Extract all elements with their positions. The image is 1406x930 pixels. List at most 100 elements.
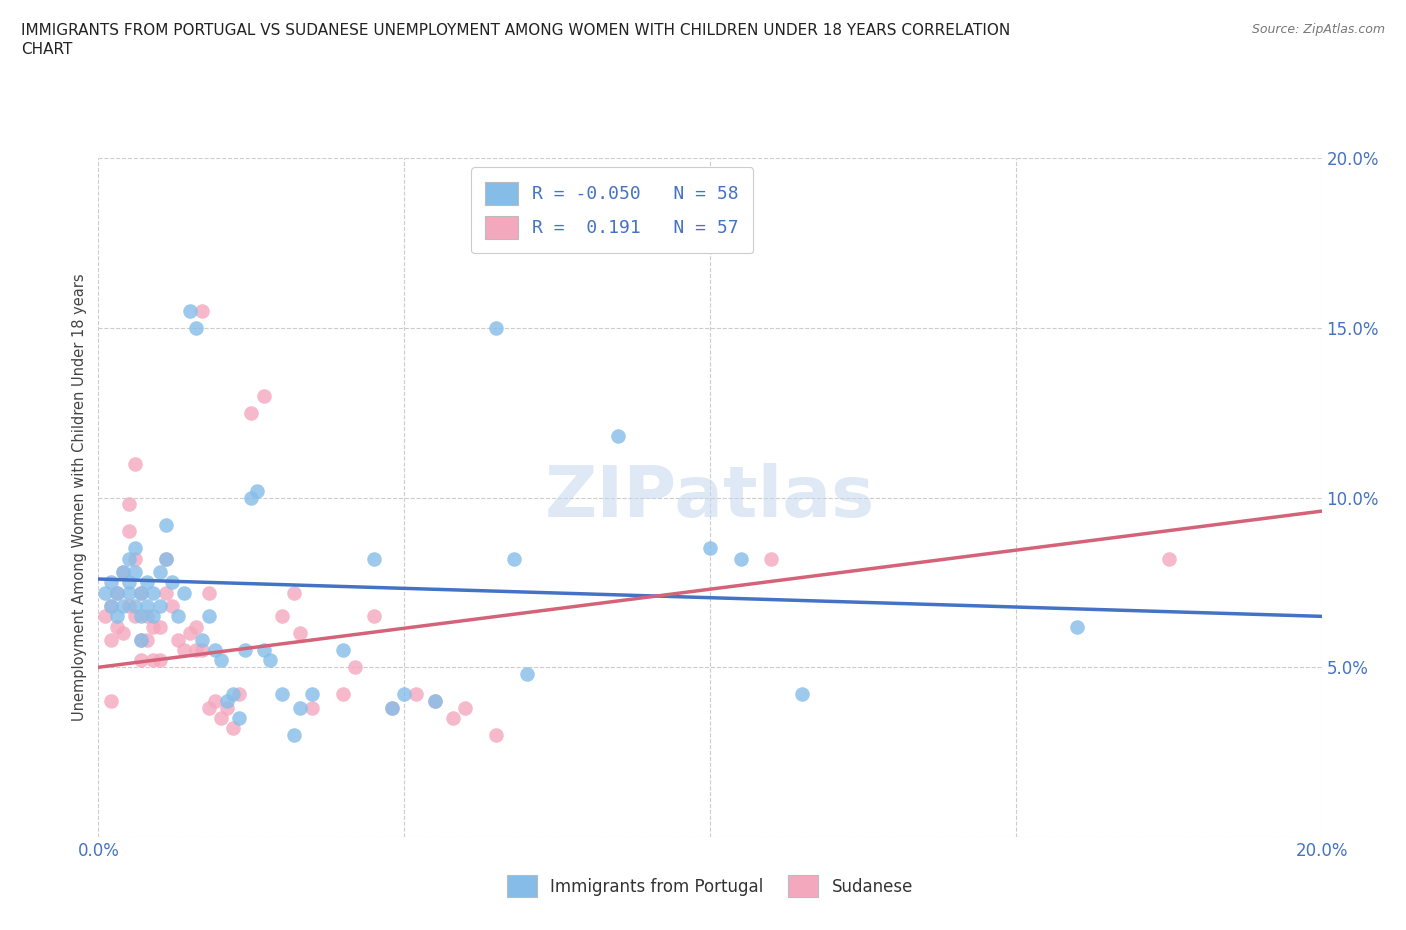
Point (516, 667, 538, 682)
Text: Source: ZipAtlas.com: Source: ZipAtlas.com (1251, 23, 1385, 36)
Point (363, 609, 385, 624)
Point (222, 687, 245, 702)
Point (93, 585, 115, 600)
Point (790, 687, 813, 702)
Point (124, 599, 146, 614)
Point (215, 700, 238, 715)
Point (270, 609, 292, 624)
Point (405, 687, 427, 702)
Point (136, 599, 159, 614)
Point (118, 585, 141, 600)
Point (111, 626, 134, 641)
Point (160, 599, 183, 614)
Point (270, 687, 292, 702)
Point (423, 694, 446, 709)
Point (111, 599, 134, 614)
Point (124, 565, 146, 579)
Point (100, 632, 122, 647)
Point (344, 660, 367, 675)
Point (136, 575, 159, 590)
Point (259, 653, 281, 668)
Text: CHART: CHART (21, 42, 73, 57)
Point (191, 632, 214, 647)
Point (186, 619, 208, 634)
Point (167, 609, 190, 624)
Point (129, 632, 152, 647)
Point (332, 687, 354, 702)
Point (93, 609, 115, 624)
Point (105, 585, 128, 600)
Point (149, 619, 172, 634)
Point (179, 626, 201, 641)
Point (246, 484, 269, 498)
Point (204, 643, 226, 658)
Point (149, 565, 172, 579)
Point (186, 320, 208, 336)
Point (197, 700, 219, 715)
Point (485, 320, 508, 336)
Point (155, 551, 177, 566)
Point (142, 653, 165, 668)
Point (105, 619, 128, 634)
Point (252, 643, 274, 658)
Point (149, 599, 172, 614)
Point (105, 609, 128, 624)
Text: ZIPatlas: ZIPatlas (546, 463, 875, 532)
Point (240, 490, 263, 505)
Point (155, 585, 177, 600)
Point (118, 575, 141, 590)
Point (283, 585, 305, 600)
Point (118, 599, 141, 614)
Point (381, 700, 404, 715)
Point (252, 389, 274, 404)
Point (173, 585, 195, 600)
Point (155, 551, 177, 566)
Point (129, 609, 152, 624)
Point (730, 551, 752, 566)
Y-axis label: Unemployment Among Women with Children Under 18 years: Unemployment Among Women with Children U… (72, 273, 87, 722)
Point (136, 632, 159, 647)
Point (197, 609, 219, 624)
Point (191, 643, 214, 658)
Point (105, 585, 128, 600)
Point (124, 551, 146, 566)
Point (142, 619, 165, 634)
Point (149, 653, 172, 668)
Point (118, 525, 141, 539)
Point (607, 429, 630, 444)
Point (485, 727, 508, 742)
Point (100, 599, 122, 614)
Point (118, 551, 141, 566)
Point (100, 599, 122, 614)
Point (129, 585, 152, 600)
Point (129, 585, 152, 600)
Point (240, 405, 263, 420)
Point (186, 643, 208, 658)
Point (136, 609, 159, 624)
Point (283, 727, 305, 742)
Point (129, 632, 152, 647)
Point (197, 585, 219, 600)
Point (209, 711, 232, 725)
Point (124, 457, 146, 472)
Point (124, 609, 146, 624)
Point (1066, 619, 1088, 634)
Point (233, 643, 256, 658)
Point (111, 565, 134, 579)
Point (392, 687, 416, 702)
Point (179, 303, 201, 318)
Point (100, 694, 122, 709)
Point (204, 694, 226, 709)
Point (301, 700, 323, 715)
Point (759, 551, 782, 566)
Point (381, 700, 404, 715)
Point (290, 626, 312, 641)
Point (160, 575, 183, 590)
Point (290, 700, 312, 715)
Point (129, 653, 152, 668)
Point (142, 609, 165, 624)
Point (222, 721, 245, 736)
Point (332, 643, 354, 658)
Point (228, 711, 250, 725)
Point (454, 700, 477, 715)
